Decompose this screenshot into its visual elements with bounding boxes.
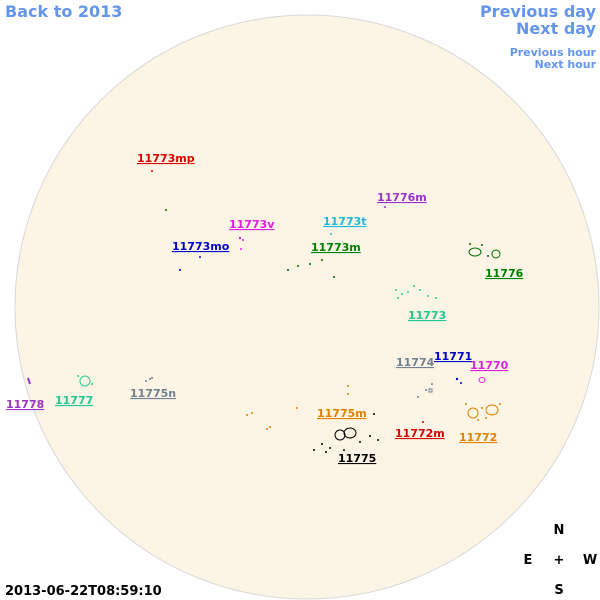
region-link[interactable]: 11773v xyxy=(229,218,275,231)
previous-day-link[interactable]: Previous day xyxy=(480,2,597,21)
next-day-link[interactable]: Next day xyxy=(516,19,597,38)
compass-south: S xyxy=(554,583,563,598)
region-link[interactable]: 11775 xyxy=(338,452,376,465)
region-link[interactable]: 11775n xyxy=(130,387,176,400)
compass-west: W xyxy=(583,553,597,568)
region-link[interactable]: 11772m xyxy=(395,427,445,440)
solar-disk xyxy=(14,14,600,600)
region-link[interactable]: 11771 xyxy=(434,350,472,363)
sunspots xyxy=(27,170,501,453)
previous-hour-link[interactable]: Previous hour xyxy=(510,46,597,59)
region-link[interactable]: 11773 xyxy=(408,309,446,322)
region-link[interactable]: 11778 xyxy=(6,398,44,411)
region-link[interactable]: 11774 xyxy=(396,356,435,369)
compass-east: E xyxy=(524,553,533,568)
region-link[interactable]: 11773mp xyxy=(137,152,195,165)
timestamp: 2013-06-22T08:59:10 xyxy=(5,584,162,599)
compass-center: + xyxy=(554,553,565,568)
region-link[interactable]: 11773t xyxy=(323,215,367,228)
region-link[interactable]: 11776 xyxy=(485,267,524,280)
next-hour-link[interactable]: Next hour xyxy=(535,58,597,71)
back-link[interactable]: Back to 2013 xyxy=(5,2,122,21)
region-link[interactable]: 11775m xyxy=(317,407,367,420)
region-link[interactable]: 11773m xyxy=(311,241,361,254)
region-link[interactable]: 11776m xyxy=(377,191,427,204)
region-link[interactable]: 11777 xyxy=(55,394,93,407)
region-link[interactable]: 11770 xyxy=(470,359,509,372)
compass-north: N xyxy=(554,523,565,538)
region-link[interactable]: 11773mo xyxy=(172,240,230,253)
region-link[interactable]: 11772 xyxy=(459,431,497,444)
